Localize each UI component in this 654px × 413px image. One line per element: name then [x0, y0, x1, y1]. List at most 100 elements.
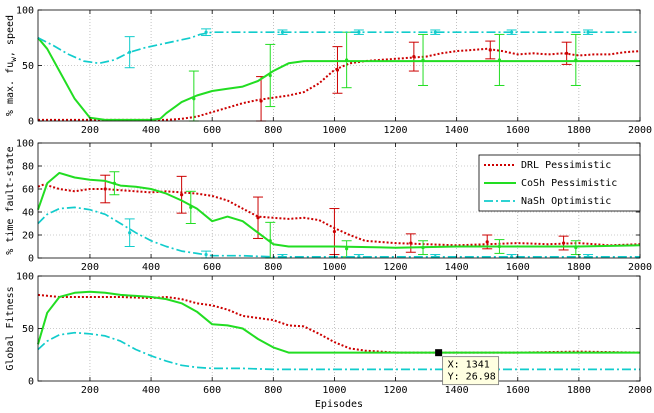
- x-tick-label: 400: [142, 125, 160, 136]
- error-bar-nash-optimistic: [124, 36, 135, 69]
- error-bar-center: [433, 30, 437, 34]
- error-bar-center: [357, 30, 361, 34]
- x-tick-label: 1600: [506, 262, 530, 273]
- error-bar-drl-pessimistic: [482, 234, 493, 250]
- datatip-x-readout: X: 1341: [448, 360, 490, 371]
- error-bar-center: [562, 241, 566, 245]
- error-bar-cosh-pessimistic: [418, 240, 429, 256]
- x-tick-label: 2000: [628, 385, 652, 396]
- panel-fitness: 200 400 600 800 1000 1200 1400 1600 1800 2000 0 50 1…: [5, 272, 652, 397]
- legend-label-cosh: CoSh Pessimistic: [521, 178, 617, 189]
- x-tick-label: 200: [81, 262, 99, 273]
- error-bar-center: [345, 247, 349, 251]
- y-axis-label-fault: % time fault-state: [5, 146, 16, 254]
- error-bar-nash-optimistic: [506, 29, 517, 35]
- error-bar-center: [510, 30, 514, 34]
- error-bar-center: [128, 50, 132, 54]
- error-bar-cosh-pessimistic: [494, 33, 505, 86]
- y-axis-label-speed: % max. fuw, speed: [5, 15, 18, 116]
- series-line-nash-optimistic: [37, 331, 640, 371]
- error-bar-center: [268, 73, 272, 78]
- x-tick-label: 1800: [567, 385, 591, 396]
- panel-speed: 200 400 600 800 1000 1200 1400 1600 1800 2000 0 50 1…: [5, 6, 652, 137]
- error-bar-center: [497, 58, 502, 62]
- error-bar-center: [335, 68, 340, 72]
- error-bar-center: [180, 193, 184, 197]
- error-bar-center: [204, 252, 208, 257]
- x-tick-label: 1400: [445, 385, 469, 396]
- error-bar-center: [574, 58, 578, 62]
- x-tick-label: 1000: [322, 262, 346, 273]
- x-tick-label: 600: [203, 262, 221, 273]
- error-bar-nash-optimistic: [124, 218, 135, 247]
- y-axis-label-fitness: Global Fitness: [5, 286, 16, 370]
- x-tick-label: 400: [142, 385, 160, 396]
- error-bar-center: [112, 181, 116, 185]
- error-bar-drl-pessimistic: [408, 41, 419, 72]
- legend-label-nash: NaSh Optimistic: [521, 196, 611, 207]
- x-tick-label: 400: [142, 262, 160, 273]
- y-tick-label: 60: [22, 185, 34, 196]
- series-line-cosh-pessimistic: [37, 290, 640, 354]
- error-bar-nash-optimistic: [430, 29, 441, 35]
- error-bar-center: [280, 30, 285, 34]
- error-bar-drl-pessimistic: [485, 40, 496, 60]
- x-tick-label: 800: [264, 385, 282, 396]
- y-tick-label: 20: [22, 231, 34, 242]
- y-tick-label: 50: [22, 61, 34, 72]
- x-tick-label: 1200: [383, 385, 407, 396]
- error-bar-center: [189, 205, 193, 209]
- y-tick-label: 40: [22, 208, 34, 219]
- x-tick-label: 800: [264, 262, 282, 273]
- error-bar-center: [497, 244, 502, 249]
- y-tick-label: 100: [16, 6, 34, 17]
- x-tick-label: 2000: [628, 125, 652, 136]
- y-tick-label: 50: [22, 324, 34, 335]
- error-bar-drl-pessimistic: [100, 174, 111, 204]
- datatip[interactable]: X: 1341 Y: 26.98: [435, 349, 500, 386]
- error-bar-nash-optimistic: [583, 29, 594, 35]
- error-bar-drl-pessimistic: [558, 235, 569, 251]
- error-bar-center: [204, 30, 208, 34]
- x-tick-label: 1000: [322, 125, 346, 136]
- error-bar-cosh-pessimistic: [494, 239, 505, 254]
- error-bar-cosh-pessimistic: [418, 33, 429, 86]
- error-bar-center: [345, 58, 349, 62]
- error-bar-nash-optimistic: [277, 29, 288, 35]
- error-bar-center: [565, 51, 569, 55]
- y-tick-label: 0: [28, 377, 34, 388]
- legend: DRL Pessimistic CoSh Pessimistic NaSh Op…: [478, 154, 641, 212]
- datatip-marker[interactable]: [435, 349, 443, 357]
- error-bar-center: [332, 229, 337, 234]
- error-bar-nash-optimistic: [201, 28, 212, 37]
- error-bar-center: [128, 231, 132, 235]
- error-bar-drl-pessimistic: [332, 46, 343, 94]
- x-tick-label: 2000: [628, 262, 652, 273]
- x-tick-label: 1400: [445, 125, 469, 136]
- x-tick-label: 1200: [383, 125, 407, 136]
- error-bar-center: [421, 246, 425, 250]
- x-axis-label: Episodes: [315, 399, 363, 410]
- y-tick-label: 80: [22, 162, 34, 173]
- error-bar-nash-optimistic: [353, 29, 364, 35]
- y-tick-label: 100: [16, 272, 34, 283]
- error-bar-center: [421, 58, 425, 62]
- x-tick-label: 1000: [322, 385, 346, 396]
- error-bar-cosh-pessimistic: [570, 33, 581, 86]
- x-tick-label: 600: [203, 385, 221, 396]
- chart-panels: 200 400 600 800 1000 1200 1400 1600 1800 2000 0 50 1…: [5, 6, 652, 397]
- x-tick-label: 1800: [567, 262, 591, 273]
- legend-label-drl: DRL Pessimistic: [521, 160, 611, 171]
- x-tick-label: 600: [203, 125, 221, 136]
- error-bar-center: [268, 239, 272, 243]
- error-bar-drl-pessimistic: [405, 233, 416, 253]
- error-bar-center: [103, 187, 107, 191]
- x-tick-label: 200: [81, 125, 99, 136]
- x-tick-label: 1400: [445, 262, 469, 273]
- error-bar-center: [259, 99, 263, 103]
- error-bar-center: [488, 48, 492, 52]
- x-tick-label: 200: [81, 385, 99, 396]
- error-bar-cosh-pessimistic: [265, 43, 276, 108]
- datatip-y-readout: Y: 26.98: [448, 372, 496, 383]
